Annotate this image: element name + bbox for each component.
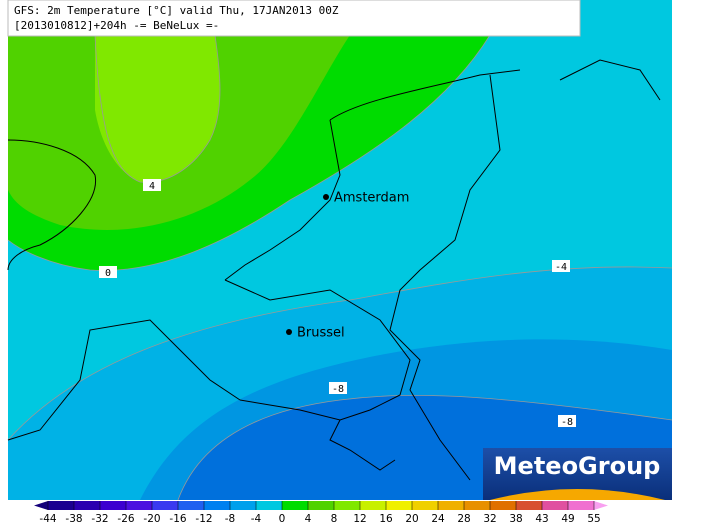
contour-label: -8 xyxy=(332,384,344,395)
coastline xyxy=(329,69,521,121)
colorbar-tick-label: -12 xyxy=(195,513,212,525)
header-line: [2013010812]+204h -= BeNeLux =- xyxy=(14,19,219,32)
colorbar-segment xyxy=(48,501,75,510)
colorbar-tick-label: 12 xyxy=(353,513,366,525)
colorbar-tick-label: 20 xyxy=(405,513,418,525)
city-label: Amsterdam xyxy=(334,191,409,206)
colorbar-tick-label: 55 xyxy=(587,513,600,525)
temp-field xyxy=(95,35,220,183)
colorbar-segment xyxy=(308,501,335,510)
colorbar-tick-label: 49 xyxy=(561,513,574,525)
colorbar-segment xyxy=(568,501,595,510)
contour-label: 0 xyxy=(105,268,111,279)
contour-label-box xyxy=(99,266,117,278)
contour-label: 4 xyxy=(149,181,155,192)
colorbar-arrow xyxy=(34,501,48,510)
header-box xyxy=(7,0,581,37)
coastline xyxy=(559,59,661,101)
colorbar-tick-label: 28 xyxy=(457,513,470,525)
colorbar-segment xyxy=(516,501,543,510)
contour-label-box xyxy=(143,179,161,191)
colorbar-segment xyxy=(282,501,309,510)
colorbar-segment xyxy=(152,501,179,510)
city-marker xyxy=(286,329,292,335)
colorbar-tick-label: 16 xyxy=(379,513,393,525)
logo: MeteoGroup xyxy=(483,448,672,500)
colorbar-segment xyxy=(464,501,491,510)
colorbar-tick-label: 0 xyxy=(279,513,286,525)
coastline xyxy=(224,119,341,281)
contour-line xyxy=(94,34,221,183)
colorbar-tick-label: -4 xyxy=(251,513,262,525)
colorbar-segment xyxy=(178,501,205,510)
colorbar-tick-label: -32 xyxy=(91,513,108,525)
logo-text: MeteoGroup xyxy=(494,452,661,480)
border xyxy=(224,279,411,421)
colorbar-segment xyxy=(204,501,231,510)
city-label: Brussel xyxy=(297,326,345,341)
contour-line xyxy=(177,394,673,501)
colorbar-tick-label: 43 xyxy=(535,513,548,525)
colorbar-tick-label: 38 xyxy=(509,513,522,525)
colorbar-tick-label: -20 xyxy=(143,513,160,525)
colorbar-segment xyxy=(412,501,439,510)
contour-labels: 4 0 -4 -8 -8 xyxy=(99,179,576,428)
logo-arc xyxy=(490,489,665,500)
colorbar-tick-label: 4 xyxy=(305,513,312,525)
contour-label: -4 xyxy=(555,262,567,273)
colorbar-tick-label: -44 xyxy=(39,513,56,525)
border xyxy=(389,74,501,481)
colorbar-segment xyxy=(360,501,387,510)
border xyxy=(329,419,396,471)
colorbar-tick-label: -16 xyxy=(169,513,186,525)
colorbar-segment xyxy=(438,501,465,510)
contour-label-box xyxy=(329,382,347,394)
contour-label-box xyxy=(552,260,570,272)
colorbar: -44 -38 -32 -26 -20 -16 -12 -8 -4 0 4 8 12 16 20 24 28 32… xyxy=(34,501,608,525)
contour-line xyxy=(7,34,491,271)
colorbar-segment xyxy=(126,501,153,510)
colorbar-segment xyxy=(386,501,413,510)
header-line: GFS: 2m Temperature [°C] valid Thu, 17JA… xyxy=(14,4,339,17)
coastline xyxy=(7,139,97,271)
colorbar-segment xyxy=(490,501,517,510)
colorbar-tick-label: 32 xyxy=(483,513,496,525)
colorbar-tick-label: 24 xyxy=(431,513,445,525)
contour-label-box xyxy=(558,415,576,427)
colorbar-segment xyxy=(100,501,127,510)
colorbar-tick-label: -8 xyxy=(225,513,235,525)
colorbar-tick-label: -38 xyxy=(65,513,82,525)
colorbar-segment xyxy=(542,501,569,510)
colorbar-segment xyxy=(230,501,257,510)
colorbar-tick-label: 8 xyxy=(331,513,338,525)
city-marker xyxy=(323,194,329,200)
colorbar-segment xyxy=(74,501,101,510)
colorbar-arrow xyxy=(594,501,608,510)
colorbar-tick-label: -26 xyxy=(117,513,134,525)
contour-label: -8 xyxy=(561,417,573,428)
colorbar-segment xyxy=(334,501,361,510)
border xyxy=(7,319,241,441)
colorbar-segment xyxy=(256,501,283,510)
